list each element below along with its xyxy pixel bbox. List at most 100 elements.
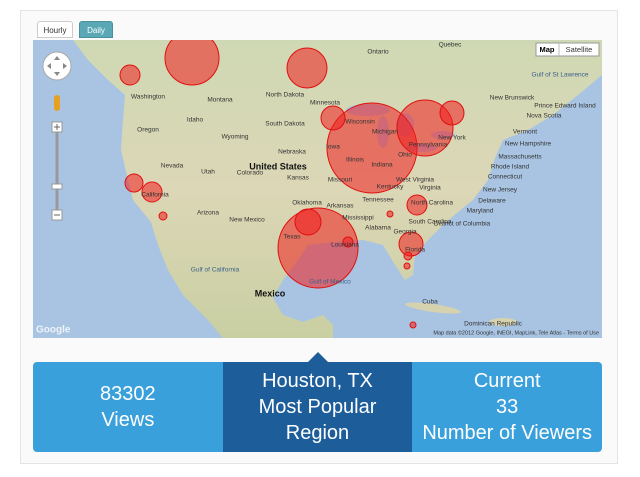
map-label: Illinois bbox=[346, 157, 365, 164]
map-label: Georgia bbox=[393, 229, 417, 236]
map-label: West Virginia bbox=[396, 177, 434, 184]
map-logo: Google bbox=[36, 325, 71, 336]
island bbox=[489, 318, 517, 326]
map-label: Idaho bbox=[187, 117, 204, 124]
map-label: Ontario bbox=[367, 49, 389, 56]
region-cell: Houston, TX Most Popular Region bbox=[222, 352, 413, 452]
region-label: Most Popular Region bbox=[258, 396, 377, 444]
tab-daily[interactable]: Daily bbox=[79, 21, 113, 38]
map-type-control bbox=[535, 42, 600, 57]
map-label: Texas bbox=[284, 234, 302, 241]
land bbox=[73, 40, 602, 338]
bubble[interactable] bbox=[386, 210, 394, 218]
bubble[interactable] bbox=[406, 194, 428, 216]
map-label: Mexico bbox=[255, 288, 286, 298]
map-label: Iowa bbox=[326, 144, 340, 151]
bubble[interactable] bbox=[141, 181, 163, 203]
map-label: Tennessee bbox=[362, 197, 394, 204]
island bbox=[405, 302, 461, 314]
map-label: Washington bbox=[131, 94, 165, 101]
bubble[interactable] bbox=[320, 105, 346, 131]
bubble[interactable] bbox=[294, 208, 322, 236]
map-controls: Map Satellite bbox=[42, 42, 600, 221]
pan-control[interactable] bbox=[42, 51, 72, 81]
map-label: Quebec bbox=[439, 42, 463, 49]
bubble[interactable] bbox=[409, 321, 417, 329]
views-label: Views bbox=[101, 409, 155, 431]
map-label: North Dakota bbox=[266, 92, 305, 99]
map-label: Indiana bbox=[371, 162, 393, 169]
map-label: Gulf of Mexico bbox=[309, 279, 351, 286]
map-label: New Hampshire bbox=[505, 141, 552, 148]
current-title: Current bbox=[473, 370, 541, 392]
pegman[interactable] bbox=[54, 95, 60, 111]
map-label: Delaware bbox=[478, 198, 506, 205]
map-label: New Mexico bbox=[229, 217, 265, 224]
map-label: Prince Edward Island bbox=[534, 103, 596, 110]
bubble[interactable] bbox=[124, 173, 144, 193]
map-label: Connecticut bbox=[488, 174, 523, 181]
map-label: New Brunswick bbox=[490, 95, 535, 102]
map-label: Wisconsin bbox=[345, 119, 375, 126]
pan-arrows bbox=[47, 56, 67, 76]
bubble[interactable] bbox=[439, 100, 465, 126]
map-attribution[interactable]: Map data ©2012 Google, INEGI, MapLink, T… bbox=[433, 329, 599, 336]
bubble[interactable] bbox=[342, 236, 354, 248]
bubble[interactable] bbox=[403, 251, 413, 261]
map-label: North Carolina bbox=[411, 200, 453, 207]
map-label: Massachusetts bbox=[498, 154, 542, 161]
map-label: South Dakota bbox=[265, 121, 305, 128]
map-label: Arkansas bbox=[326, 203, 354, 210]
current-value: 33 bbox=[496, 396, 519, 418]
map-label: Dominican Republic bbox=[464, 321, 523, 328]
current-label: Number of Viewers bbox=[422, 422, 593, 444]
map-label: Colorado bbox=[237, 170, 264, 177]
map-label: Mississippi bbox=[342, 215, 373, 222]
map-label: Montana bbox=[207, 97, 233, 104]
bubble[interactable] bbox=[403, 262, 411, 270]
bubble[interactable] bbox=[396, 99, 454, 157]
map-label: United States bbox=[249, 161, 307, 171]
map-label: Nova Scotia bbox=[526, 113, 561, 120]
zoom-handle[interactable] bbox=[51, 183, 63, 190]
map-label: Rhode Island bbox=[491, 164, 530, 171]
bubble[interactable] bbox=[286, 47, 328, 89]
map-labels: Ontario Quebec North Dakota Montana Minn… bbox=[131, 42, 596, 328]
map-label: New Jersey bbox=[483, 187, 518, 194]
map-label: Gulf of California bbox=[191, 267, 240, 274]
map-label: Nebraska bbox=[278, 149, 306, 156]
current-cell: Current 33 Number of Viewers bbox=[412, 362, 603, 452]
map-label: Utah bbox=[201, 169, 215, 176]
bubble[interactable] bbox=[158, 211, 168, 221]
map-label: Louisiana bbox=[331, 242, 359, 249]
map-label: California bbox=[141, 192, 169, 199]
map-label: Kentucky bbox=[377, 184, 404, 191]
map-label: South Carolina bbox=[409, 219, 452, 226]
bubbles bbox=[119, 40, 465, 329]
zoom-in-icon bbox=[54, 124, 60, 130]
map-label: Arizona bbox=[197, 210, 219, 217]
views-cell: 83302 Views bbox=[33, 362, 223, 452]
pointer bbox=[307, 352, 328, 362]
bubble[interactable] bbox=[119, 64, 141, 86]
bubble[interactable] bbox=[164, 40, 220, 86]
map-label: Alabama bbox=[365, 225, 391, 232]
map-label: Cuba bbox=[422, 299, 438, 306]
map-label: New York bbox=[438, 135, 466, 142]
map-label: Kansas bbox=[287, 175, 309, 182]
map[interactable]: Ontario Quebec North Dakota Montana Minn… bbox=[33, 40, 602, 338]
map-label: Pennsylvania bbox=[409, 142, 448, 149]
map-label: Missouri bbox=[328, 177, 352, 184]
map-label: Nevada bbox=[161, 163, 184, 170]
tab-hourly[interactable]: Hourly bbox=[37, 21, 73, 38]
views-value: 83302 bbox=[100, 383, 156, 405]
map-label: Gulf of St Lawrence bbox=[531, 72, 588, 79]
map-label: Oklahoma bbox=[292, 200, 322, 207]
map-label: Virginia bbox=[419, 185, 441, 192]
map-label: District of Columbia bbox=[434, 221, 491, 228]
map-button[interactable]: Map bbox=[540, 45, 555, 54]
region-value: Houston, TX bbox=[262, 370, 373, 392]
satellite-button[interactable]: Satellite bbox=[566, 45, 593, 54]
map-label: Maryland bbox=[467, 208, 494, 215]
stats-bar: 83302 Views Houston, TX Most Popular Reg… bbox=[33, 352, 603, 452]
